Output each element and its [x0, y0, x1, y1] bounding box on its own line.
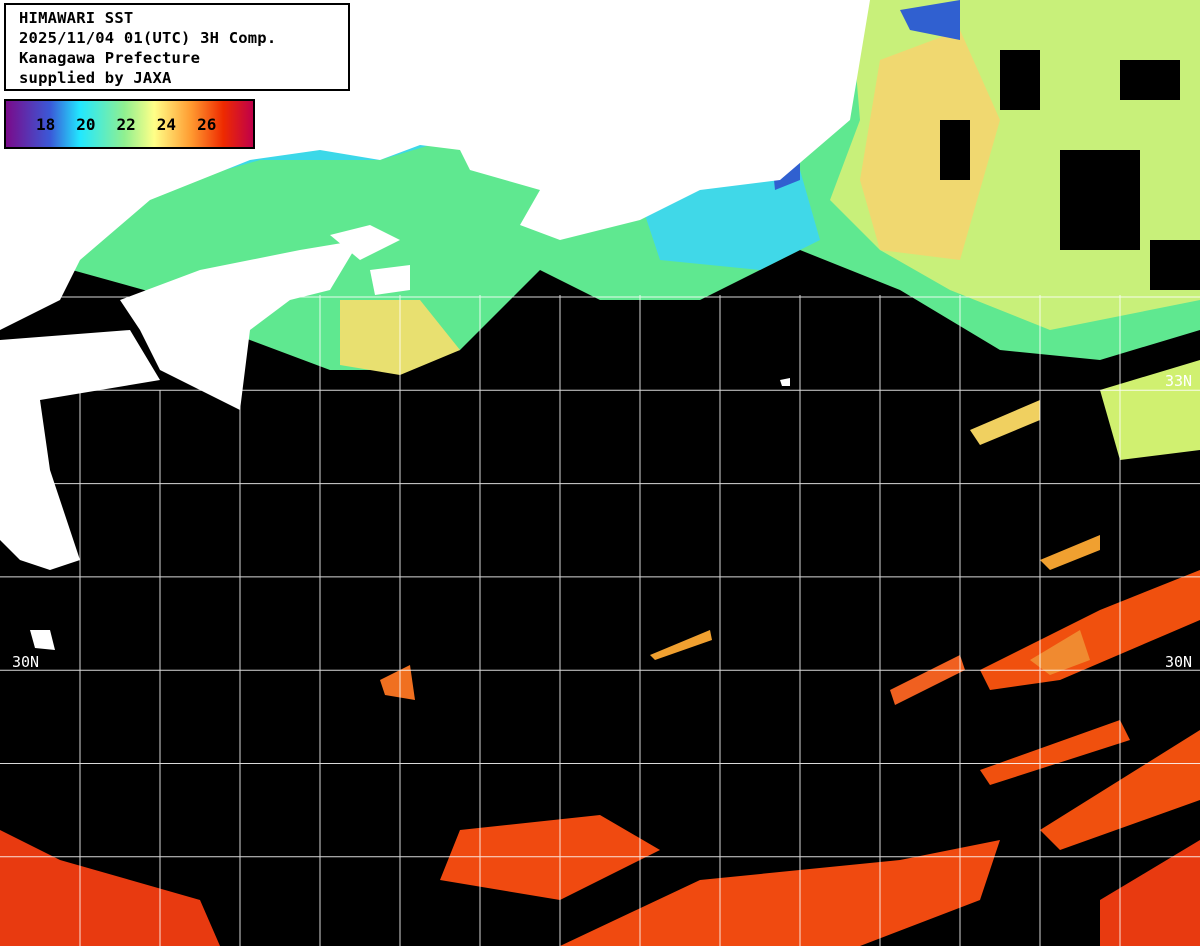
- lat-lon-grid: [0, 295, 1200, 946]
- map-datetime: 2025/11/04 01(UTC) 3H Comp.: [19, 29, 277, 47]
- colorbar-tick: 26: [197, 114, 217, 134]
- lat-label-33n-right: 33N: [1165, 372, 1193, 390]
- colorbar-tick: 18: [36, 114, 56, 134]
- lat-label-30n-left: 30N: [12, 653, 40, 671]
- colorbar-tick: 24: [156, 114, 177, 134]
- sst-field-south: [0, 360, 1200, 946]
- lat-label-30n-right: 30N: [1165, 653, 1193, 671]
- colorbar-tick: 20: [76, 114, 96, 134]
- temperature-colorbar: 18 20 22 24 26: [4, 99, 255, 149]
- map-region: Kanagawa Prefecture: [19, 49, 201, 67]
- map-credit: supplied by JAXA: [19, 69, 172, 87]
- map-title: HIMAWARI SST: [19, 9, 134, 27]
- title-box: HIMAWARI SST 2025/11/04 01(UTC) 3H Comp.…: [4, 3, 350, 91]
- colorbar-tick: 22: [116, 114, 136, 134]
- lat-label-33n-left: 33N: [10, 372, 38, 390]
